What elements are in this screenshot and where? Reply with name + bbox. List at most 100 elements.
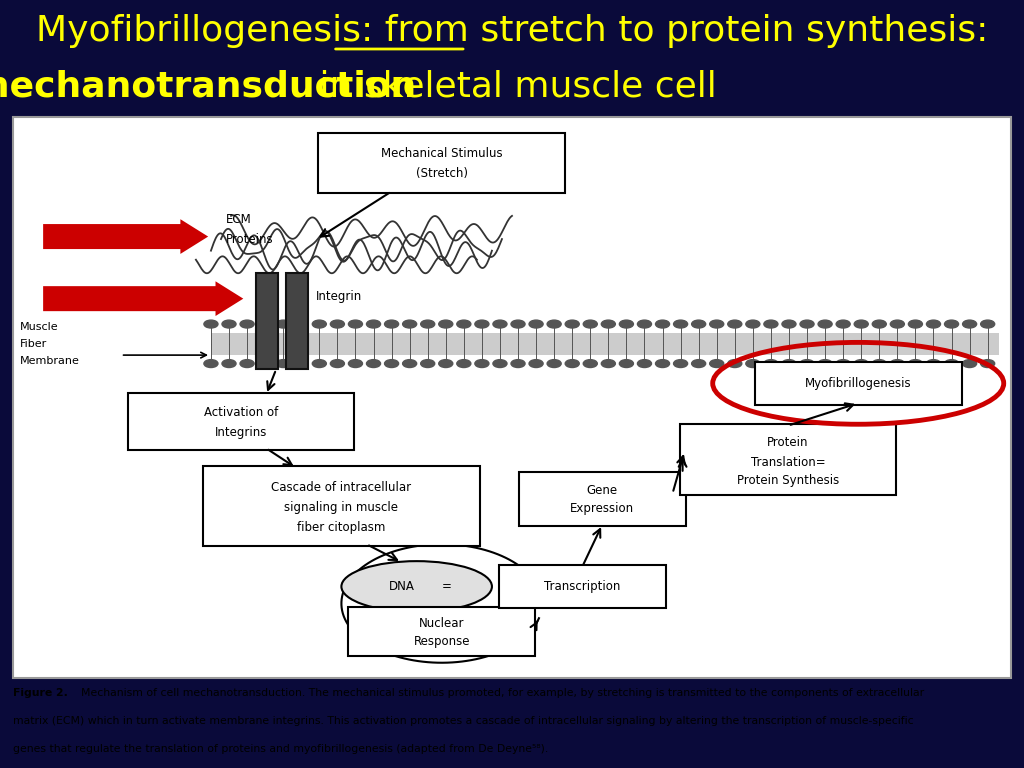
Circle shape <box>710 320 724 328</box>
Circle shape <box>745 320 760 328</box>
Text: Figure 2.: Figure 2. <box>13 688 69 698</box>
Circle shape <box>981 320 994 328</box>
Circle shape <box>620 320 634 328</box>
Text: Transcription: Transcription <box>544 580 621 593</box>
Circle shape <box>927 320 940 328</box>
Circle shape <box>511 320 525 328</box>
Circle shape <box>565 320 580 328</box>
Text: Cascade of intracellular: Cascade of intracellular <box>271 482 412 495</box>
Text: Mechanism of cell mechanotransduction. The mechanical stimulus promoted, for exa: Mechanism of cell mechanotransduction. T… <box>81 688 925 698</box>
Bar <box>256 273 279 369</box>
Circle shape <box>800 359 814 368</box>
Circle shape <box>854 359 868 368</box>
Circle shape <box>367 359 381 368</box>
Circle shape <box>782 359 796 368</box>
Circle shape <box>312 320 327 328</box>
FancyBboxPatch shape <box>680 424 896 495</box>
Circle shape <box>584 359 597 368</box>
Text: Translation=: Translation= <box>751 456 825 468</box>
Circle shape <box>908 359 923 368</box>
Circle shape <box>764 359 778 368</box>
Circle shape <box>638 359 651 368</box>
Text: Membrane: Membrane <box>20 356 80 366</box>
Circle shape <box>475 359 488 368</box>
Circle shape <box>691 359 706 368</box>
Circle shape <box>745 359 760 368</box>
Circle shape <box>710 359 724 368</box>
Circle shape <box>944 359 958 368</box>
Circle shape <box>493 359 507 368</box>
Circle shape <box>438 359 453 368</box>
Circle shape <box>963 320 977 328</box>
Circle shape <box>294 320 308 328</box>
Circle shape <box>890 359 904 368</box>
Bar <box>211 333 998 355</box>
Circle shape <box>421 320 435 328</box>
Circle shape <box>529 320 543 328</box>
Circle shape <box>258 359 272 368</box>
Text: Fiber: Fiber <box>20 339 47 349</box>
Circle shape <box>457 320 471 328</box>
Text: Gene: Gene <box>587 484 617 497</box>
Circle shape <box>475 320 488 328</box>
Circle shape <box>547 359 561 368</box>
Circle shape <box>800 320 814 328</box>
Circle shape <box>890 320 904 328</box>
Circle shape <box>764 320 778 328</box>
Circle shape <box>402 320 417 328</box>
Circle shape <box>331 359 344 368</box>
Circle shape <box>348 320 362 328</box>
Circle shape <box>601 359 615 368</box>
Text: Integrin: Integrin <box>316 290 362 303</box>
Text: signaling in muscle: signaling in muscle <box>285 501 398 514</box>
Circle shape <box>276 359 290 368</box>
Text: (Stretch): (Stretch) <box>416 167 468 180</box>
Text: Nuclear: Nuclear <box>419 617 465 630</box>
Text: Protein Synthesis: Protein Synthesis <box>737 475 839 488</box>
Circle shape <box>620 359 634 368</box>
Circle shape <box>312 359 327 368</box>
Circle shape <box>240 320 254 328</box>
Circle shape <box>854 320 868 328</box>
Circle shape <box>837 359 850 368</box>
Circle shape <box>258 320 272 328</box>
Circle shape <box>565 359 580 368</box>
FancyBboxPatch shape <box>318 134 565 193</box>
Circle shape <box>493 320 507 328</box>
Text: Protein: Protein <box>767 436 809 449</box>
Circle shape <box>385 359 398 368</box>
Circle shape <box>674 359 688 368</box>
Text: Integrins: Integrins <box>215 426 267 439</box>
Circle shape <box>529 359 543 368</box>
Circle shape <box>204 320 218 328</box>
Circle shape <box>638 320 651 328</box>
Circle shape <box>944 320 958 328</box>
Text: =: = <box>441 580 452 593</box>
Circle shape <box>691 320 706 328</box>
Circle shape <box>655 320 670 328</box>
Text: Activation of: Activation of <box>204 406 279 419</box>
Circle shape <box>728 359 741 368</box>
Bar <box>287 273 308 369</box>
Text: Response: Response <box>414 635 470 648</box>
Circle shape <box>240 359 254 368</box>
Circle shape <box>348 359 362 368</box>
Text: ECM: ECM <box>226 214 252 226</box>
Text: mechanotransduction: mechanotransduction <box>0 70 417 104</box>
Circle shape <box>222 359 236 368</box>
Circle shape <box>294 359 308 368</box>
Circle shape <box>421 359 435 368</box>
Circle shape <box>601 320 615 328</box>
Circle shape <box>872 320 887 328</box>
Circle shape <box>457 359 471 368</box>
Circle shape <box>204 359 218 368</box>
FancyBboxPatch shape <box>13 117 1011 678</box>
Circle shape <box>547 320 561 328</box>
Circle shape <box>908 320 923 328</box>
Circle shape <box>584 320 597 328</box>
Circle shape <box>438 320 453 328</box>
Circle shape <box>367 320 381 328</box>
Circle shape <box>385 320 398 328</box>
Circle shape <box>981 359 994 368</box>
Circle shape <box>511 359 525 368</box>
